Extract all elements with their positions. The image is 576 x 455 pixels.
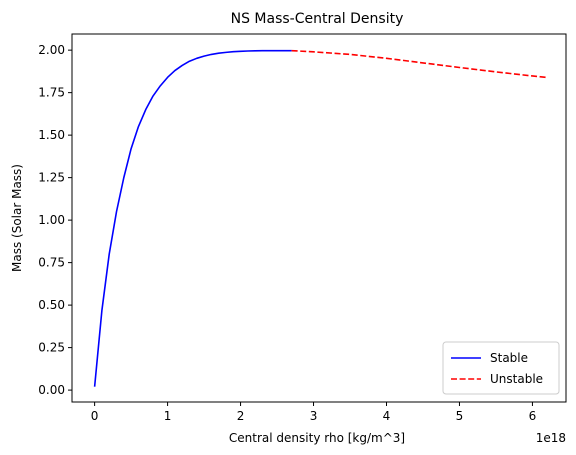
chart-title: NS Mass-Central Density [231,11,404,27]
x-tick-label: 3 [310,409,318,423]
x-tick-label: 5 [456,409,464,423]
y-tick-label: 1.75 [38,86,65,100]
x-axis-offset-label: 1e18 [536,431,566,445]
x-tick-label: 0 [91,409,99,423]
x-tick-label: 6 [529,409,537,423]
y-tick-label: 0.00 [38,383,65,397]
y-tick-label: 1.25 [38,171,65,185]
x-axis-label: Central density rho [kg/m^3] [229,431,405,445]
x-tick-label: 4 [383,409,391,423]
y-tick-label: 0.75 [38,256,65,270]
y-tick-label: 0.50 [38,298,65,312]
y-axis: 0.00 0.25 0.50 0.75 1.00 1.25 1.50 1.75 2.00 [38,43,72,397]
y-tick-label: 1.50 [38,128,65,142]
y-axis-label: Mass (Solar Mass) [10,164,24,272]
y-tick-label: 0.25 [38,341,65,355]
legend-box [443,342,559,394]
x-axis: 0 1 2 3 4 5 6 [91,402,536,423]
y-tick-label: 2.00 [38,43,65,57]
y-tick-label: 1.00 [38,213,65,227]
x-tick-label: 2 [237,409,245,423]
legend: Stable Unstable [443,342,559,394]
x-tick-label: 1 [164,409,172,423]
legend-label-unstable: Unstable [490,372,543,386]
legend-label-stable: Stable [490,351,528,365]
